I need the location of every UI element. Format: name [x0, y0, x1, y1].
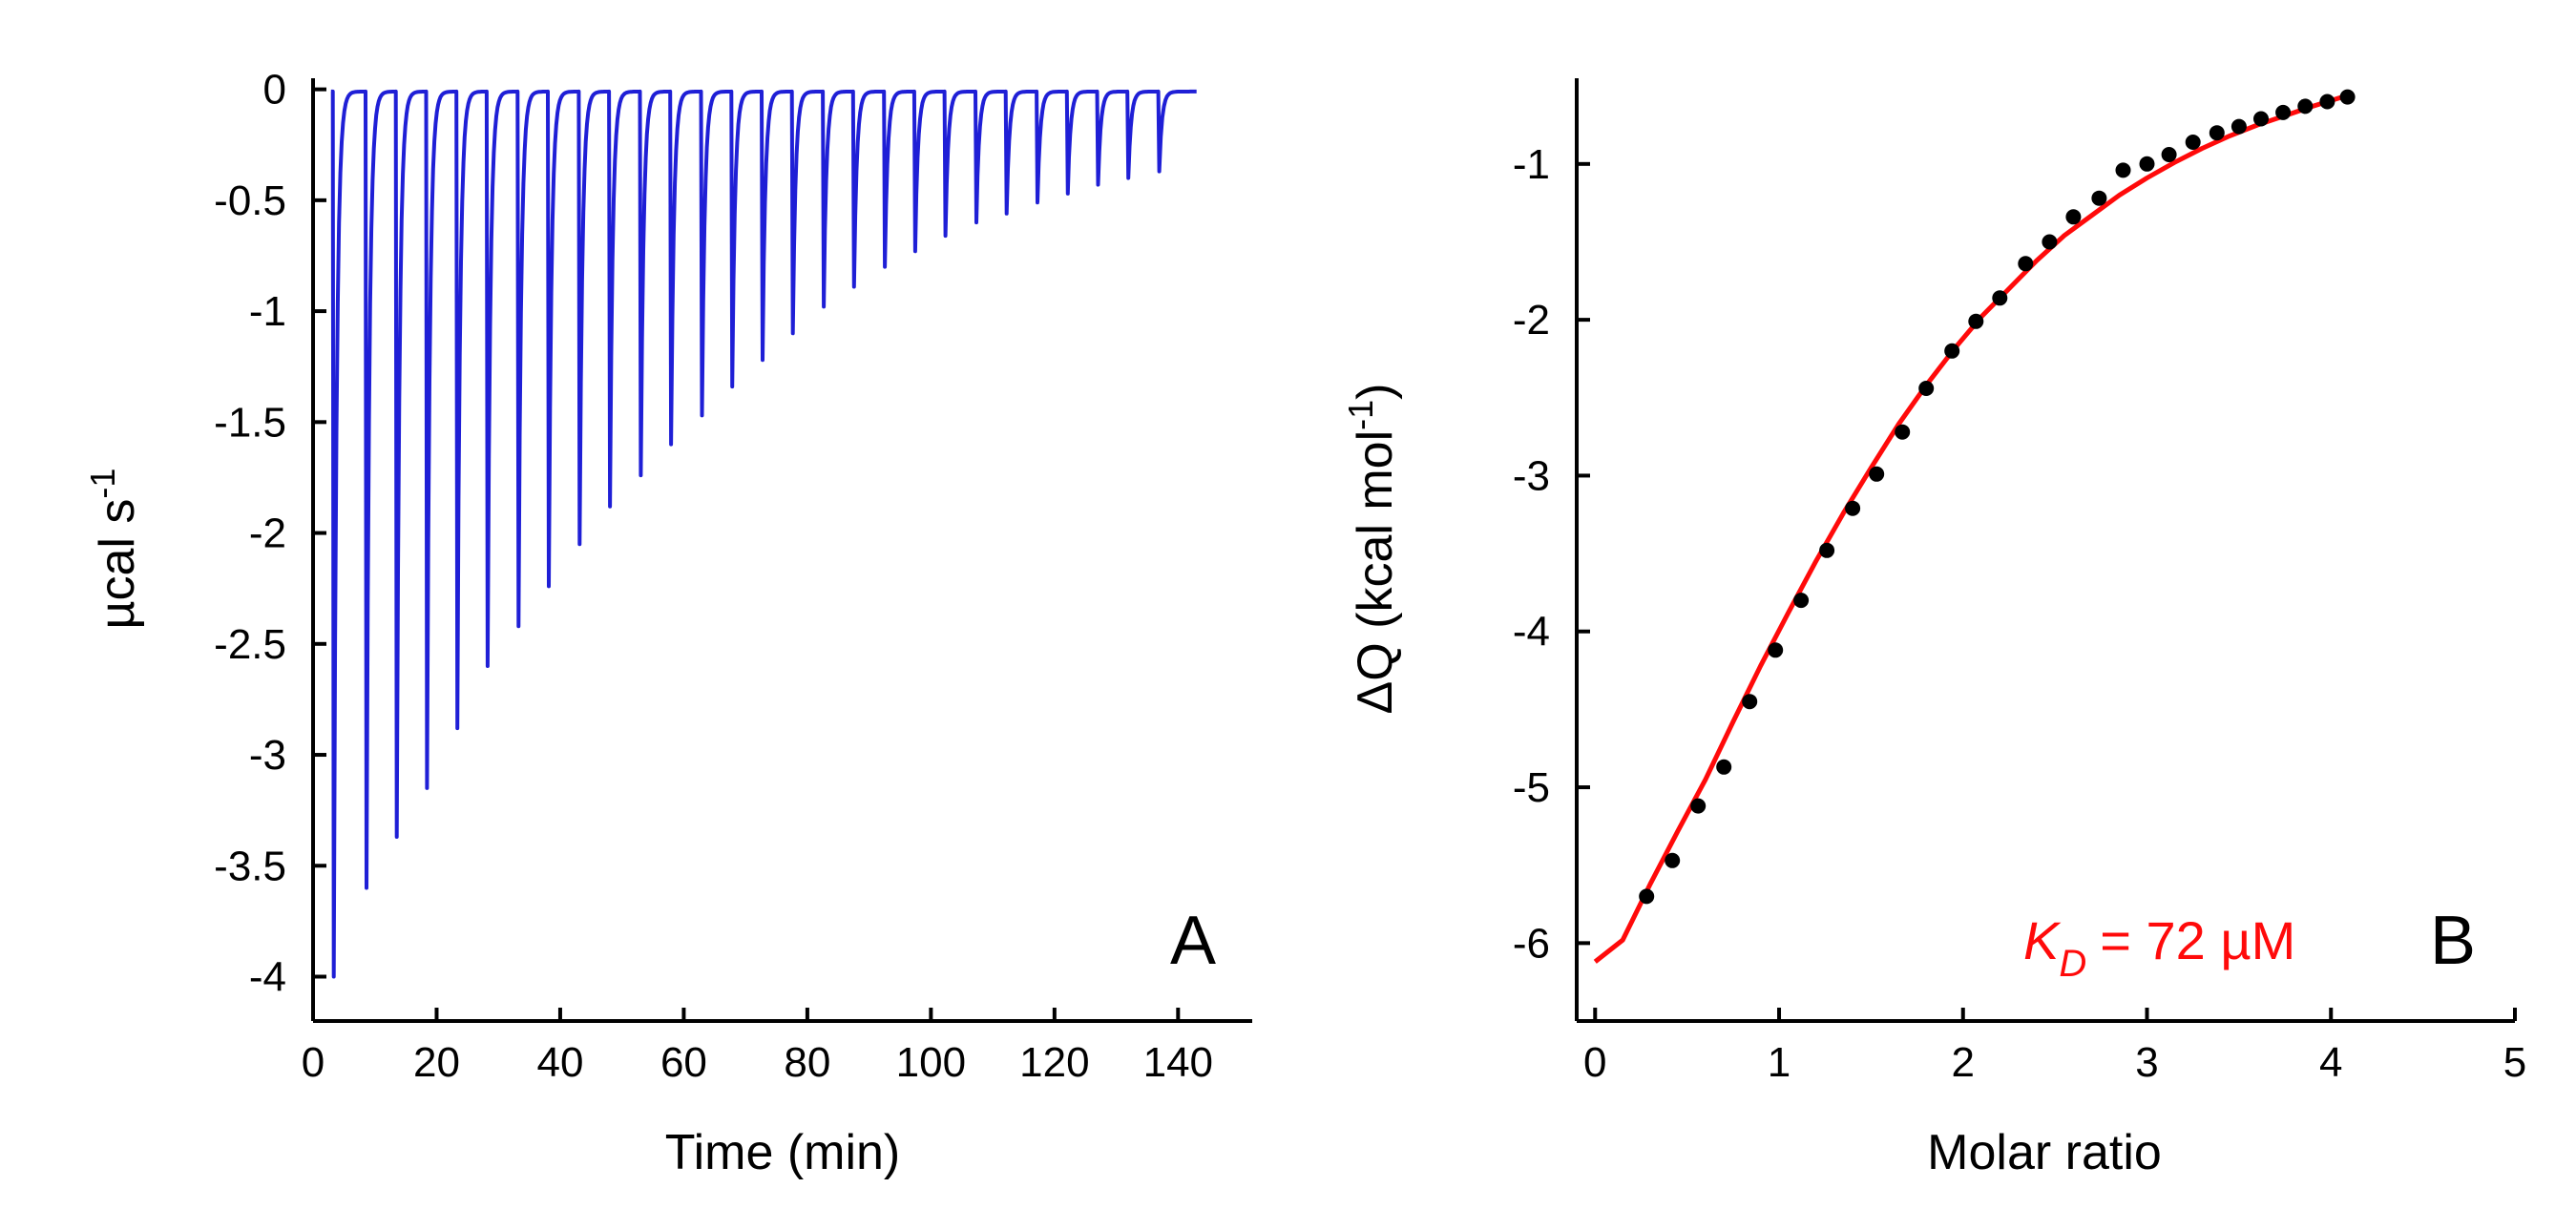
data-point [2230, 118, 2247, 135]
panel-b-y-title-main: ΔQ (kcal mol [1348, 430, 1403, 715]
fit-curve [1593, 93, 2349, 964]
panel-a-ticks [311, 87, 1181, 1021]
data-point [1918, 381, 1935, 396]
data-point [1819, 542, 1835, 558]
data-point [2018, 256, 2034, 272]
panel-a-letter: A [1170, 903, 1216, 979]
data-point [2139, 156, 2155, 172]
data-point [2275, 104, 2292, 120]
panel-b-letter: B [2430, 903, 2476, 979]
data-point [2209, 125, 2225, 141]
panel-b-y-title-sup: -1 [1341, 400, 1380, 430]
thermogram-trace [330, 89, 1198, 979]
panel-b-x-tick-label: 0 [1583, 1039, 1606, 1086]
panel-a-x-tick-label: 80 [784, 1039, 830, 1086]
panel-a-y-tick-label: -1.5 [214, 399, 286, 446]
data-point [2253, 111, 2269, 127]
panel-b-x-title: Molar ratio [1927, 1125, 2162, 1180]
data-point [1742, 694, 1758, 710]
data-point [1793, 593, 1810, 609]
data-point [1944, 343, 1960, 359]
data-point [2319, 94, 2335, 110]
panel-b-y-tick-label: -1 [1513, 141, 1550, 188]
panel-a-y-tick-label: 0 [263, 67, 286, 114]
panel-a-x-tick-label: 0 [302, 1039, 325, 1086]
data-point [1690, 798, 1707, 814]
panel-b-y-tick-label: -4 [1513, 609, 1550, 656]
data-point [1968, 313, 1984, 329]
data-point [2091, 190, 2107, 206]
panel-a-y-title-sup: -1 [83, 469, 122, 499]
data-point [1639, 888, 1655, 905]
panel-a-y-title: µcal s-1 [83, 469, 145, 630]
panel-a: 0 20 40 60 80 100 120 140 0 -0.5 -1 -1.5 -2 -2.5 -3 -3.… [83, 67, 1252, 1180]
panel-a-y-tick-label: -2.5 [214, 621, 286, 668]
panel-a-y-tick-label: -4 [249, 954, 286, 1001]
data-point [1768, 642, 1784, 658]
panel-b-x-tick-label: 2 [1952, 1039, 1975, 1086]
panel-a-y-tick-label: -0.5 [214, 177, 286, 224]
panel-b-y-tick-label: -6 [1513, 920, 1550, 967]
kd-subscript: D [2059, 943, 2086, 985]
data-point [1845, 500, 1861, 516]
panel-a-x-tick-label: 60 [660, 1039, 707, 1086]
data-point [2297, 98, 2314, 115]
panel-b-y-tick-label: -5 [1513, 764, 1550, 811]
panel-a-y-title-main: µcal s [90, 499, 145, 630]
data-point [1869, 466, 1885, 482]
panel-b-x-tick-label: 4 [2319, 1039, 2342, 1086]
data-point [1716, 759, 1732, 775]
data-points [1639, 89, 2356, 905]
panel-a-y-tick-label: -1 [249, 288, 286, 335]
data-point [2065, 209, 2082, 225]
kd-annotation: KD = 72 µM [2023, 910, 2295, 985]
panel-a-x-tick-label: 100 [896, 1039, 966, 1086]
panel-b-ticks [1577, 161, 2517, 1021]
panel-a-x-tick-label: 20 [413, 1039, 460, 1086]
panel-b: 0 1 2 3 4 5 -1 -2 -3 -4 -5 -6 Molar ratio ΔQ (kcal … [1341, 78, 2526, 1180]
panel-b-y-title-close: ) [1348, 384, 1403, 400]
panel-b-y-tick-label: -3 [1513, 452, 1550, 499]
data-point [2115, 162, 2131, 178]
panel-a-x-title: Time (min) [665, 1125, 901, 1180]
data-point [1992, 290, 2008, 306]
panel-a-tick-labels: 0 20 40 60 80 100 120 140 0 -0.5 -1 -1.5 -2 -2.5 -3 -3.… [214, 67, 1213, 1086]
data-point [1895, 424, 1911, 440]
data-point [1665, 852, 1681, 868]
kd-value: = 72 µM [2100, 910, 2295, 970]
data-point [2042, 234, 2058, 250]
panel-a-y-tick-label: -3 [249, 732, 286, 779]
panel-b-x-tick-label: 5 [2503, 1039, 2526, 1086]
panel-a-y-tick-label: -2 [249, 511, 286, 557]
panel-a-x-tick-label: 120 [1019, 1039, 1089, 1086]
data-point [2161, 147, 2177, 162]
panel-a-y-tick-label: -3.5 [214, 843, 286, 889]
panel-a-x-tick-label: 40 [536, 1039, 583, 1086]
kd-symbol: K [2023, 910, 2062, 970]
panel-b-y-title: ΔQ (kcal mol-1) [1341, 384, 1403, 715]
panel-b-x-tick-label: 3 [2135, 1039, 2158, 1086]
panel-b-x-tick-label: 1 [1768, 1039, 1791, 1086]
data-point [2339, 89, 2356, 105]
panel-b-y-tick-label: -2 [1513, 297, 1550, 344]
data-point [2185, 135, 2201, 150]
panel-b-tick-labels: 0 1 2 3 4 5 -1 -2 -3 -4 -5 -6 [1513, 141, 2526, 1086]
panel-a-x-tick-label: 140 [1143, 1039, 1213, 1086]
